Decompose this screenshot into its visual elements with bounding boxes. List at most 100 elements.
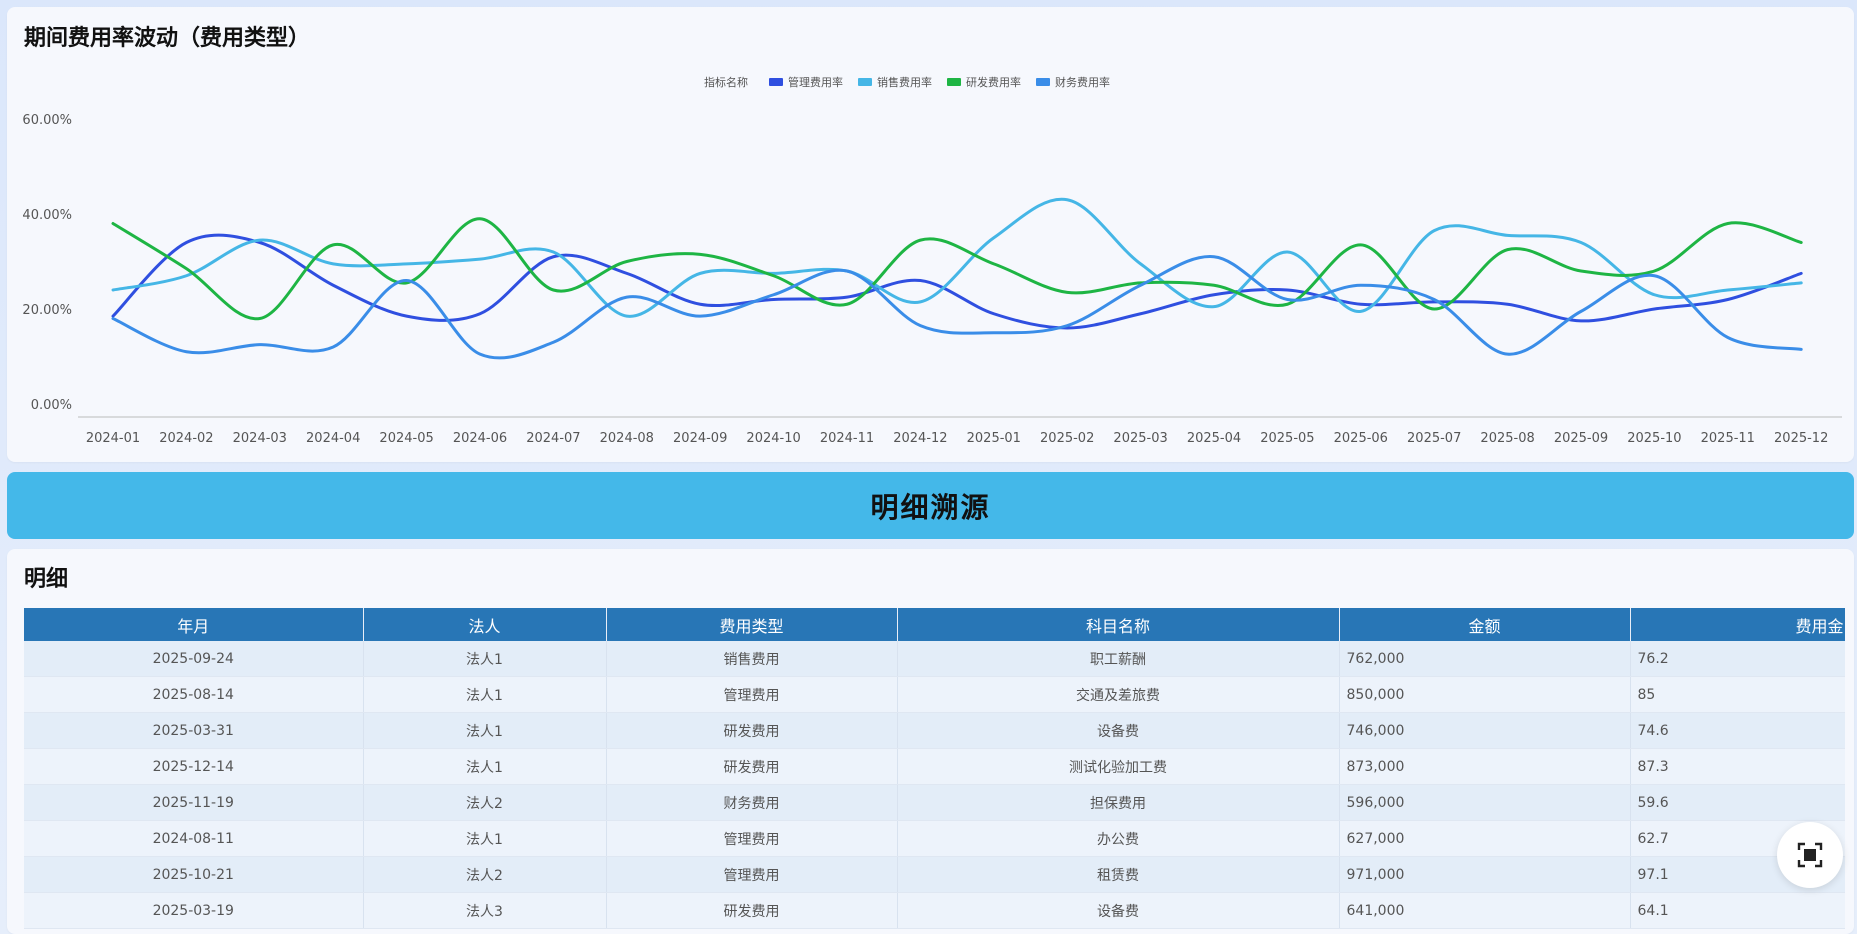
legend-title: 指标名称 — [704, 75, 748, 89]
cell-account-name: 租赁费 — [897, 856, 1340, 893]
x-tick-label: 2024-06 — [453, 431, 507, 446]
legend-label[interactable]: 销售费用率 — [877, 75, 932, 89]
x-tick-label: 2025-05 — [1260, 431, 1314, 446]
y-tick-label: 0.00% — [31, 398, 72, 413]
legend-swatch[interactable] — [858, 78, 872, 86]
cell-expense-type: 研发费用 — [606, 892, 898, 929]
series-line-0[interactable] — [111, 233, 1803, 330]
cell-expense-type: 研发费用 — [606, 712, 898, 749]
cell-account-name: 设备费 — [897, 892, 1340, 929]
cell-year-month: 2025-08-14 — [24, 676, 364, 713]
cell-expense-amount: 74.6 — [1630, 712, 1845, 749]
x-tick-label: 2025-01 — [967, 431, 1021, 446]
banner-title: 明细溯源 — [870, 490, 991, 524]
x-tick-label: 2025-06 — [1334, 431, 1388, 446]
cell-legal-entity: 法人1 — [363, 748, 607, 785]
table-title: 明细 — [24, 567, 69, 592]
x-tick-label: 2024-09 — [673, 431, 727, 446]
table-row[interactable]: 2024-08-11 法人1 管理费用 办公费 627,000 62.7 — [24, 820, 1845, 857]
cell-expense-amount: 59.6 — [1630, 784, 1845, 821]
cell-expense-type: 销售费用 — [606, 641, 898, 677]
cell-amount: 850,000 — [1339, 676, 1631, 713]
x-tick-label: 2025-03 — [1113, 431, 1167, 446]
cell-expense-amount: 76.2 — [1630, 641, 1845, 677]
cell-amount: 596,000 — [1339, 784, 1631, 821]
cell-amount: 971,000 — [1339, 856, 1631, 893]
detail-table-scroll[interactable]: 年月 法人 费用类型 科目名称 金额 费用金 2025-09-24 法人1 销售费用… — [24, 608, 1845, 934]
cell-expense-type: 财务费用 — [606, 784, 898, 821]
table-row[interactable]: 2025-09-24 法人1 销售费用 职工薪酬 762,000 76.2 — [24, 641, 1845, 677]
table-row[interactable]: 2025-10-21 法人2 管理费用 租赁费 971,000 97.1 — [24, 856, 1845, 893]
cell-expense-amount: 85 — [1630, 676, 1845, 713]
column-header-account-name[interactable]: 科目名称 — [897, 608, 1340, 641]
column-header-year-month[interactable]: 年月 — [24, 608, 364, 641]
x-tick-label: 2025-11 — [1701, 431, 1755, 446]
table-row[interactable]: 2025-08-14 法人1 管理费用 交通及差旅费 850,000 85 — [24, 676, 1845, 713]
cell-account-name: 设备费 — [897, 712, 1340, 749]
series-line-2[interactable] — [111, 217, 1803, 321]
line-chart: 0.00% 20.00% 40.00% 60.00% 2024-01 2024-02 202… — [22, 75, 1842, 446]
cell-legal-entity: 法人3 — [363, 892, 607, 929]
cell-year-month: 2025-11-19 — [24, 784, 364, 821]
cell-year-month: 2025-03-19 — [24, 892, 364, 929]
cell-year-month: 2024-08-11 — [24, 820, 364, 857]
x-tick-label: 2025-02 — [1040, 431, 1094, 446]
y-tick-label: 40.00% — [22, 208, 72, 223]
x-tick-label: 2024-04 — [306, 431, 360, 446]
fullscreen-icon — [1797, 842, 1823, 868]
column-header-amount[interactable]: 金额 — [1339, 608, 1631, 641]
cell-account-name: 职工薪酬 — [897, 641, 1340, 677]
column-header-legal-entity[interactable]: 法人 — [363, 608, 607, 641]
x-tick-label: 2025-10 — [1627, 431, 1681, 446]
table-row[interactable]: 2025-03-19 法人3 研发费用 设备费 641,000 64.1 — [24, 892, 1845, 929]
cell-expense-amount: 64.1 — [1630, 892, 1845, 929]
chart-panel: 期间费用率波动（费用类型） 0.00% 20.00% 40.00% 60.00% 202… — [7, 7, 1854, 462]
x-tick-label: 2025-07 — [1407, 431, 1461, 446]
table-row[interactable]: 2025-12-14 法人1 研发费用 测试化验加工费 873,000 87.3 — [24, 748, 1845, 785]
y-tick-label: 60.00% — [22, 113, 72, 128]
cell-expense-type: 管理费用 — [606, 820, 898, 857]
legend-swatch[interactable] — [947, 78, 961, 86]
cell-account-name: 交通及差旅费 — [897, 676, 1340, 713]
cell-year-month: 2025-10-21 — [24, 856, 364, 893]
cell-year-month: 2025-12-14 — [24, 748, 364, 785]
x-tick-label: 2025-09 — [1554, 431, 1608, 446]
x-tick-label: 2024-05 — [379, 431, 433, 446]
cell-amount: 873,000 — [1339, 748, 1631, 785]
cell-legal-entity: 法人2 — [363, 856, 607, 893]
series-line-1[interactable] — [111, 197, 1803, 318]
table-row[interactable]: 2025-03-31 法人1 研发费用 设备费 746,000 74.6 — [24, 712, 1845, 749]
x-tick-label: 2025-04 — [1187, 431, 1241, 446]
table-row[interactable]: 2025-11-19 法人2 财务费用 担保费用 596,000 59.6 — [24, 784, 1845, 821]
column-header-expense-type[interactable]: 费用类型 — [606, 608, 898, 641]
cell-expense-type: 管理费用 — [606, 856, 898, 893]
legend-swatch[interactable] — [769, 78, 783, 86]
x-tick-label: 2024-02 — [159, 431, 213, 446]
cell-legal-entity: 法人2 — [363, 784, 607, 821]
legend-label[interactable]: 财务费用率 — [1055, 75, 1110, 89]
table-header-row: 年月 法人 费用类型 科目名称 金额 费用金 — [24, 608, 1845, 641]
x-tick-label: 2024-03 — [233, 431, 287, 446]
fullscreen-button[interactable] — [1777, 822, 1843, 888]
x-tick-label: 2025-12 — [1774, 431, 1828, 446]
cell-account-name: 担保费用 — [897, 784, 1340, 821]
detail-table: 年月 法人 费用类型 科目名称 金额 费用金 2025-09-24 法人1 销售费用… — [24, 608, 1845, 929]
y-tick-label: 20.00% — [22, 303, 72, 318]
series-line-3[interactable] — [111, 255, 1803, 360]
column-header-expense-amount[interactable]: 费用金 — [1630, 608, 1845, 641]
cell-expense-type: 研发费用 — [606, 748, 898, 785]
detail-table-panel: 明细 年月 法人 费用类型 科目名称 金额 费用金 2025-09-24 法人1 销… — [7, 549, 1854, 934]
cell-year-month: 2025-09-24 — [24, 641, 364, 677]
legend-label[interactable]: 研发费用率 — [966, 75, 1021, 89]
legend-label[interactable]: 管理费用率 — [788, 75, 843, 89]
cell-expense-type: 管理费用 — [606, 676, 898, 713]
legend-swatch[interactable] — [1036, 78, 1050, 86]
cell-legal-entity: 法人1 — [363, 712, 607, 749]
detail-trace-banner: 明细溯源 — [7, 472, 1854, 539]
cell-amount: 627,000 — [1339, 820, 1631, 857]
x-tick-label: 2024-10 — [746, 431, 800, 446]
cell-legal-entity: 法人1 — [363, 641, 607, 677]
x-tick-label: 2024-07 — [526, 431, 580, 446]
cell-legal-entity: 法人1 — [363, 676, 607, 713]
x-tick-label: 2024-01 — [86, 431, 140, 446]
